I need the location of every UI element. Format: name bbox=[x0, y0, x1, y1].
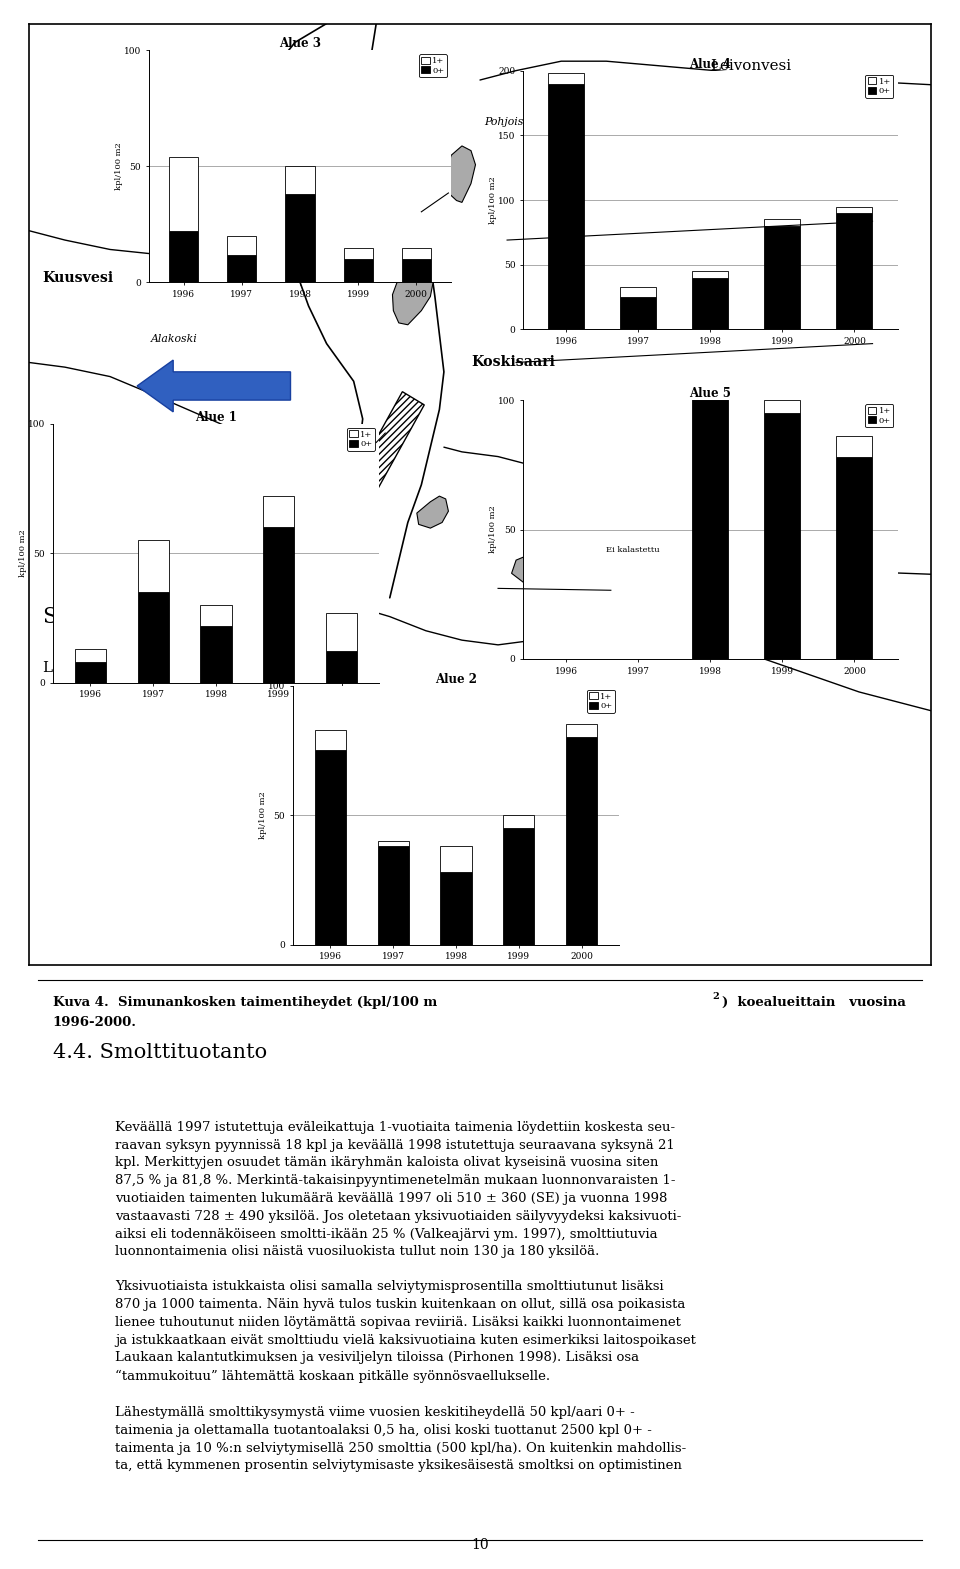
Title: Alue 2: Alue 2 bbox=[435, 673, 477, 686]
Bar bbox=[503, 816, 535, 828]
Legend: 1+, 0+: 1+, 0+ bbox=[865, 75, 894, 97]
Bar bbox=[75, 650, 107, 662]
Bar bbox=[137, 540, 169, 592]
Text: Ei kalastettu: Ei kalastettu bbox=[606, 546, 660, 554]
Legend: 1+, 0+: 1+, 0+ bbox=[587, 690, 615, 712]
Legend: 1+, 0+: 1+, 0+ bbox=[347, 428, 375, 450]
Bar bbox=[836, 436, 873, 457]
Bar bbox=[201, 606, 231, 626]
Bar bbox=[285, 166, 315, 195]
Title: Alue 3: Alue 3 bbox=[279, 38, 321, 50]
Bar bbox=[285, 195, 315, 282]
Bar bbox=[836, 213, 873, 329]
Bar bbox=[620, 297, 657, 329]
Polygon shape bbox=[393, 268, 433, 325]
Legend: 1+, 0+: 1+, 0+ bbox=[865, 405, 894, 427]
Text: Keväällä 1997 istutettuja eväleikattuja 1-vuotiaita taimenia löydettiin koskesta: Keväällä 1997 istutettuja eväleikattuja … bbox=[115, 1120, 682, 1258]
Polygon shape bbox=[512, 549, 624, 590]
Y-axis label: kpl/100 m2: kpl/100 m2 bbox=[489, 505, 497, 554]
Bar bbox=[348, 392, 424, 502]
Bar bbox=[836, 457, 873, 659]
Text: Yksivuotiaista istukkaista olisi samalla selviytymisprosentilla smolttiutunut li: Yksivuotiaista istukkaista olisi samalla… bbox=[115, 1280, 696, 1382]
Y-axis label: kpl/100 m2: kpl/100 m2 bbox=[258, 791, 267, 839]
Text: Laukaa: Laukaa bbox=[42, 662, 98, 675]
Bar bbox=[441, 872, 471, 945]
Bar bbox=[620, 287, 657, 297]
Text: )  koealueittain   vuosina: ) koealueittain vuosina bbox=[722, 996, 906, 1009]
Text: 2: 2 bbox=[712, 992, 719, 1001]
Bar bbox=[263, 496, 295, 527]
Text: Leivonvesi: Leivonvesi bbox=[710, 60, 791, 72]
Bar bbox=[441, 846, 471, 872]
Y-axis label: kpl/100 m2: kpl/100 m2 bbox=[18, 529, 27, 577]
Bar bbox=[315, 730, 347, 750]
Polygon shape bbox=[445, 146, 475, 202]
Text: Kuva 4.  Simunankosken taimentiheydet (kpl/100 m: Kuva 4. Simunankosken taimentiheydet (kp… bbox=[53, 996, 437, 1009]
Bar bbox=[344, 259, 372, 282]
Y-axis label: kpl/100 m2: kpl/100 m2 bbox=[489, 176, 496, 224]
Text: Koskisaari: Koskisaari bbox=[471, 356, 555, 369]
Title: Alue 1: Alue 1 bbox=[195, 411, 237, 424]
Bar bbox=[137, 592, 169, 683]
Bar bbox=[169, 157, 198, 231]
Bar bbox=[692, 278, 729, 329]
Bar bbox=[836, 207, 873, 213]
Bar bbox=[565, 725, 597, 737]
Bar bbox=[503, 828, 535, 945]
Title: Alue 5: Alue 5 bbox=[689, 388, 732, 400]
Bar bbox=[325, 651, 357, 683]
Bar bbox=[402, 248, 431, 259]
Bar bbox=[263, 527, 295, 683]
Text: Kuusvesi: Kuusvesi bbox=[42, 271, 113, 284]
Bar bbox=[75, 662, 107, 683]
Bar bbox=[344, 248, 372, 259]
Bar bbox=[201, 626, 231, 683]
Bar bbox=[764, 400, 801, 413]
Text: Simunankoski: Simunankoski bbox=[42, 606, 197, 628]
Polygon shape bbox=[417, 496, 448, 529]
Bar bbox=[692, 400, 729, 659]
Bar bbox=[228, 235, 256, 254]
Bar bbox=[315, 750, 347, 945]
Bar bbox=[548, 74, 585, 83]
Bar bbox=[377, 846, 409, 945]
Text: Pohjoishaara: Pohjoishaara bbox=[485, 118, 556, 127]
FancyArrow shape bbox=[137, 361, 291, 411]
Text: 1996-2000.: 1996-2000. bbox=[53, 1015, 137, 1029]
Legend: 1+, 0+: 1+, 0+ bbox=[419, 55, 447, 77]
Bar bbox=[548, 83, 585, 329]
Text: Lähestymällä smolttikysymystä viime vuosien keskitiheydellä 50 kpl/aari 0+ -
tai: Lähestymällä smolttikysymystä viime vuos… bbox=[115, 1406, 686, 1472]
Title: Alue 4: Alue 4 bbox=[689, 58, 732, 71]
Text: Etelähaara: Etelähaara bbox=[656, 541, 716, 551]
Bar bbox=[169, 231, 198, 282]
Bar bbox=[377, 841, 409, 846]
Bar bbox=[565, 737, 597, 945]
Y-axis label: kpl/100 m2: kpl/100 m2 bbox=[114, 143, 123, 190]
Text: 10: 10 bbox=[471, 1538, 489, 1552]
Polygon shape bbox=[584, 587, 751, 643]
Bar bbox=[692, 271, 729, 278]
Bar bbox=[764, 220, 801, 226]
Text: Alakoski: Alakoski bbox=[151, 334, 198, 344]
Bar bbox=[764, 413, 801, 659]
Text: 4.4. Smolttituotanto: 4.4. Smolttituotanto bbox=[53, 1043, 267, 1062]
Bar bbox=[764, 226, 801, 329]
Bar bbox=[325, 612, 357, 651]
Bar bbox=[402, 259, 431, 282]
Bar bbox=[228, 254, 256, 282]
